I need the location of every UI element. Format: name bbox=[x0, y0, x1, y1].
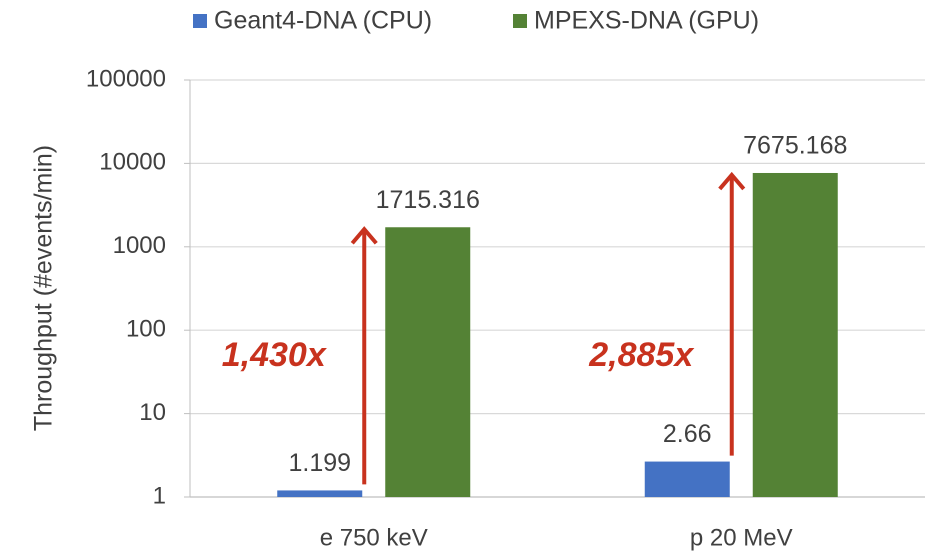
bar bbox=[277, 490, 363, 497]
arrow-head bbox=[718, 171, 746, 191]
arrow-head bbox=[350, 226, 378, 245]
bar bbox=[644, 461, 730, 497]
value-label: 7675.168 bbox=[743, 132, 847, 160]
y-tick-label: 1000 bbox=[113, 232, 166, 259]
y-tick-label: 10 bbox=[139, 399, 166, 426]
value-label: 2.66 bbox=[663, 420, 712, 448]
y-tick-label: 100000 bbox=[86, 65, 166, 92]
value-label: 1.199 bbox=[288, 449, 351, 477]
annotation: 2,885x bbox=[588, 336, 695, 374]
legend-swatch bbox=[193, 14, 207, 28]
bar bbox=[752, 172, 838, 497]
x-tick-label: p 20 MeV bbox=[690, 524, 793, 551]
legend-swatch bbox=[513, 14, 527, 28]
y-axis-title: Throughput (#events/min) bbox=[30, 145, 58, 431]
x-tick-label: e 750 keV bbox=[320, 524, 428, 551]
y-tick-label: 100 bbox=[126, 316, 166, 343]
y-tick-label: 10000 bbox=[99, 149, 166, 176]
legend-label: Geant4-DNA (CPU) bbox=[214, 7, 432, 35]
legend-label: MPEXS-DNA (GPU) bbox=[534, 7, 759, 35]
y-tick-label: 1 bbox=[153, 482, 166, 509]
annotation: 1,430x bbox=[222, 336, 328, 374]
value-label: 1715.316 bbox=[376, 186, 480, 214]
bar bbox=[385, 227, 471, 498]
